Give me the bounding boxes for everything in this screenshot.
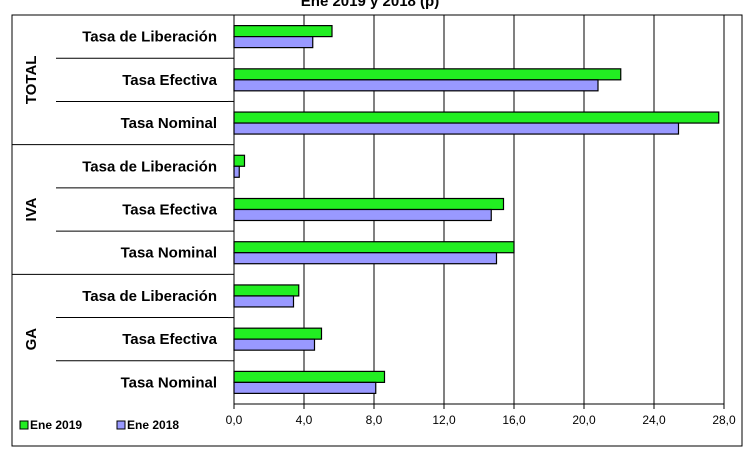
category-label: Tasa de Liberación bbox=[82, 288, 217, 305]
x-tick-label: 24,0 bbox=[642, 413, 666, 427]
bar-ene-2018 bbox=[233, 122, 680, 135]
x-tick-label: 12,0 bbox=[432, 413, 456, 427]
bar-ene-2018 bbox=[233, 36, 314, 49]
x-tick-label: 20,0 bbox=[572, 413, 596, 427]
group-label: IVA bbox=[23, 197, 40, 221]
x-tick-label: 16,0 bbox=[502, 413, 526, 427]
legend-label: Ene 2019 bbox=[30, 418, 82, 432]
bar-ene-2018 bbox=[233, 208, 492, 222]
bar-ene-2019 bbox=[233, 25, 333, 38]
bar-ene-2019 bbox=[233, 68, 622, 81]
bar-ene-2019 bbox=[233, 327, 323, 340]
x-tick-label: 4,0 bbox=[296, 413, 313, 427]
category-label: Tasa Nominal bbox=[121, 374, 217, 391]
chart-title: Ene 2019 y 2018 (p) bbox=[301, 0, 439, 10]
group-label: GA bbox=[23, 328, 40, 351]
legend: Ene 2019 Ene 2018 bbox=[19, 418, 179, 432]
bars bbox=[233, 25, 720, 394]
group-label: TOTAL bbox=[23, 56, 40, 105]
bar-ene-2019 bbox=[233, 197, 505, 211]
chart-frame bbox=[11, 14, 743, 447]
legend-swatch bbox=[19, 420, 29, 430]
legend-label: Ene 2018 bbox=[127, 418, 179, 432]
bar-ene-2018 bbox=[233, 381, 377, 394]
x-tick-label: 28,0 bbox=[712, 413, 736, 427]
bar-ene-2019 bbox=[233, 111, 720, 124]
legend-swatch bbox=[116, 420, 126, 430]
bar-ene-2018 bbox=[233, 165, 240, 178]
category-labels: Tasa de Liberación Tasa Efectiva Tasa Nomi… bbox=[23, 29, 218, 392]
bar-ene-2019 bbox=[233, 241, 515, 254]
category-label: Tasa Efectiva bbox=[122, 202, 217, 219]
category-label: Tasa Nominal bbox=[121, 245, 217, 262]
bar-ene-2019 bbox=[233, 154, 246, 167]
bar-ene-2019 bbox=[233, 284, 300, 297]
bar-ene-2018 bbox=[233, 252, 498, 265]
category-label: Tasa de Liberación bbox=[82, 158, 217, 175]
category-label: Tasa de Liberación bbox=[82, 29, 217, 46]
bar-ene-2018 bbox=[233, 79, 599, 92]
bar-ene-2018 bbox=[233, 338, 316, 351]
x-tick-label: 0,0 bbox=[226, 413, 243, 427]
bar-ene-2019 bbox=[233, 370, 386, 383]
bar-ene-2018 bbox=[233, 295, 295, 308]
x-axis: 0,0 4,0 8,0 12,0 16,0 20,0 24,0 28,0 bbox=[226, 15, 736, 427]
x-tick-label: 8,0 bbox=[366, 413, 383, 427]
category-label: Tasa Efectiva bbox=[122, 331, 217, 348]
category-label: Tasa Nominal bbox=[121, 115, 217, 132]
category-label: Tasa Efectiva bbox=[122, 72, 217, 89]
